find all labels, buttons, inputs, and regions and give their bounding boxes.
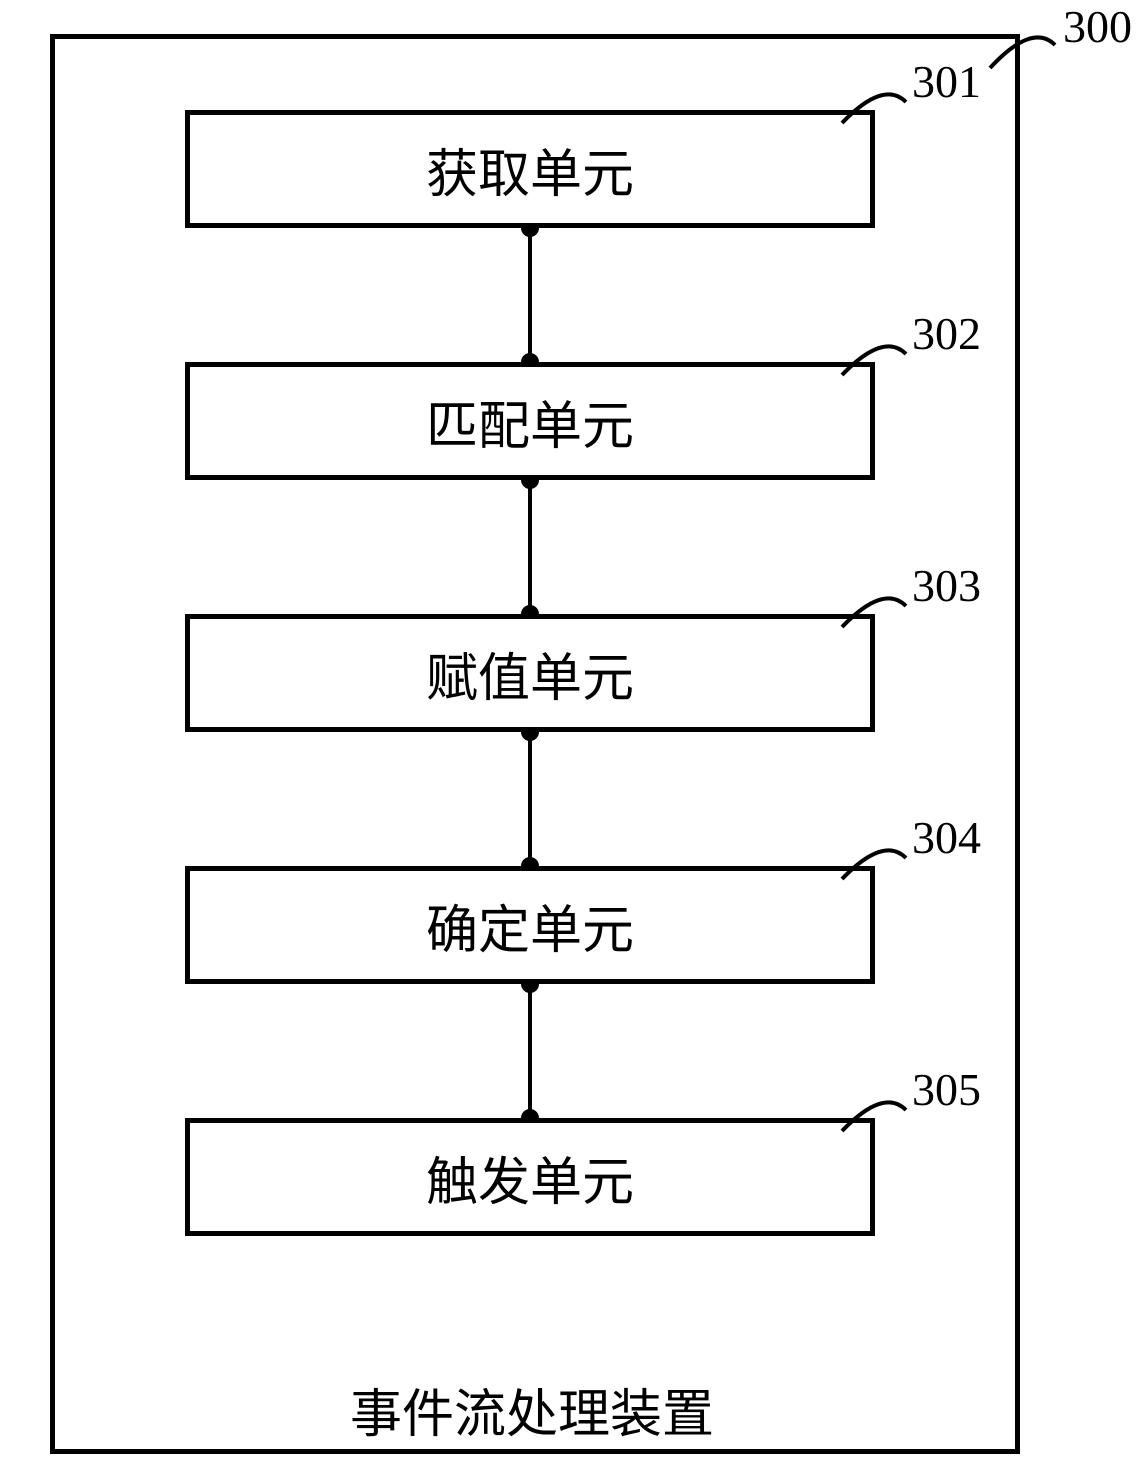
unit-ref-leader [822,314,926,395]
unit-box-match: 匹配单元 [185,362,875,480]
unit-label: 赋值单元 [426,636,634,711]
unit-box-trigger: 触发单元 [185,1118,875,1236]
connector-line [528,228,532,362]
connector-line [528,984,532,1118]
unit-label: 匹配单元 [426,384,634,459]
unit-ref-leader [822,62,926,143]
unit-label: 获取单元 [426,132,634,207]
connector-line [528,480,532,614]
unit-ref-leader [822,818,926,899]
connector-line [528,732,532,866]
unit-box-determine: 确定单元 [185,866,875,984]
diagram-canvas: 300 获取单元 301 匹配单元 302 赋值单元 303 确定单元 304 … [0,0,1142,1477]
outer-container-box [50,34,1020,1454]
diagram-caption: 事件流处理装置 [350,1372,714,1447]
unit-ref-leader [822,1070,926,1151]
unit-box-assign: 赋值单元 [185,614,875,732]
unit-label: 确定单元 [426,888,634,963]
unit-ref-leader [822,566,926,647]
unit-box-acquire: 获取单元 [185,110,875,228]
unit-label: 触发单元 [426,1140,634,1215]
outer-ref-leader [970,5,1075,88]
